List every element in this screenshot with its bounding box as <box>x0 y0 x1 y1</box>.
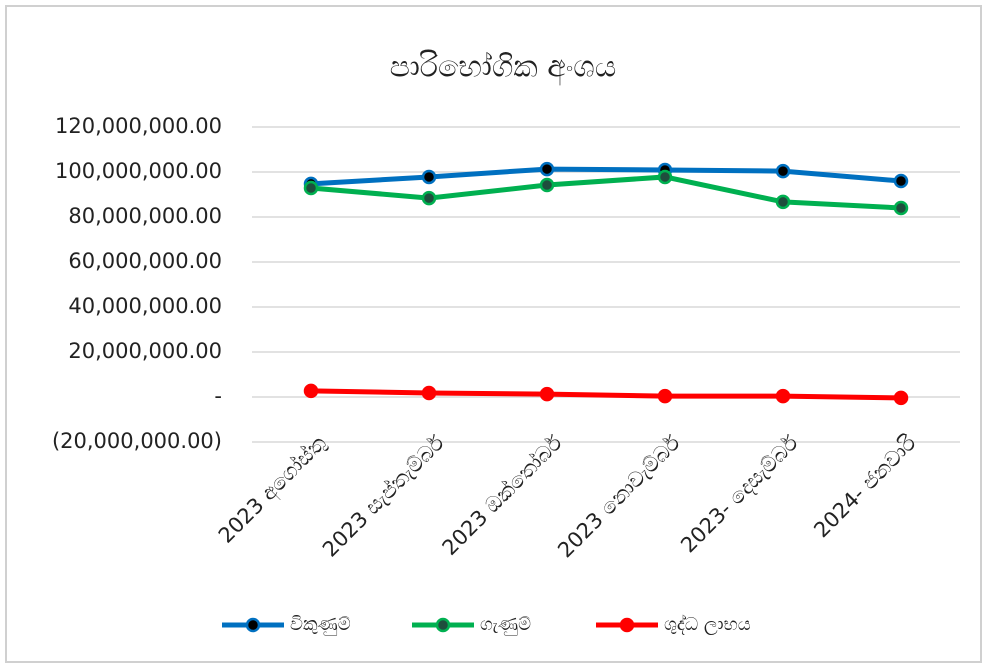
data-point <box>775 388 791 404</box>
legend-label: විකුණුම් <box>290 614 351 635</box>
data-point <box>657 388 673 404</box>
legend-label: ශුද්ධ ලාභය <box>664 614 751 635</box>
data-point <box>421 169 437 185</box>
series-line <box>310 174 902 211</box>
data-point <box>421 385 437 401</box>
legend-label: ගැණුම් <box>480 614 531 635</box>
legend-marker <box>435 617 451 633</box>
y-tick-label: (20,000,000.00) <box>52 429 222 453</box>
legend-marker <box>245 617 261 633</box>
data-point <box>893 173 909 189</box>
y-tick-label: 40,000,000.00 <box>68 294 222 318</box>
legend-marker <box>619 617 635 633</box>
data-point <box>539 386 555 402</box>
data-point <box>539 177 555 193</box>
y-tick-label: 100,000,000.00 <box>55 159 222 183</box>
y-tick-label: 60,000,000.00 <box>68 249 222 273</box>
y-tick-label: - <box>214 384 222 408</box>
data-point <box>657 169 673 185</box>
chart-border <box>5 5 982 663</box>
chart-title: පාරිභෝගික අංශය <box>390 50 617 87</box>
y-tick-label: 120,000,000.00 <box>55 114 222 138</box>
data-point <box>421 190 437 206</box>
y-tick-label: 20,000,000.00 <box>68 339 222 363</box>
data-point <box>893 200 909 216</box>
series-line <box>310 166 902 187</box>
data-point <box>539 161 555 177</box>
data-point <box>303 180 319 196</box>
data-point <box>893 390 909 406</box>
y-tick-label: 80,000,000.00 <box>68 204 222 228</box>
data-point <box>775 194 791 210</box>
data-point <box>303 383 319 399</box>
data-point <box>775 163 791 179</box>
series-line <box>310 388 902 401</box>
